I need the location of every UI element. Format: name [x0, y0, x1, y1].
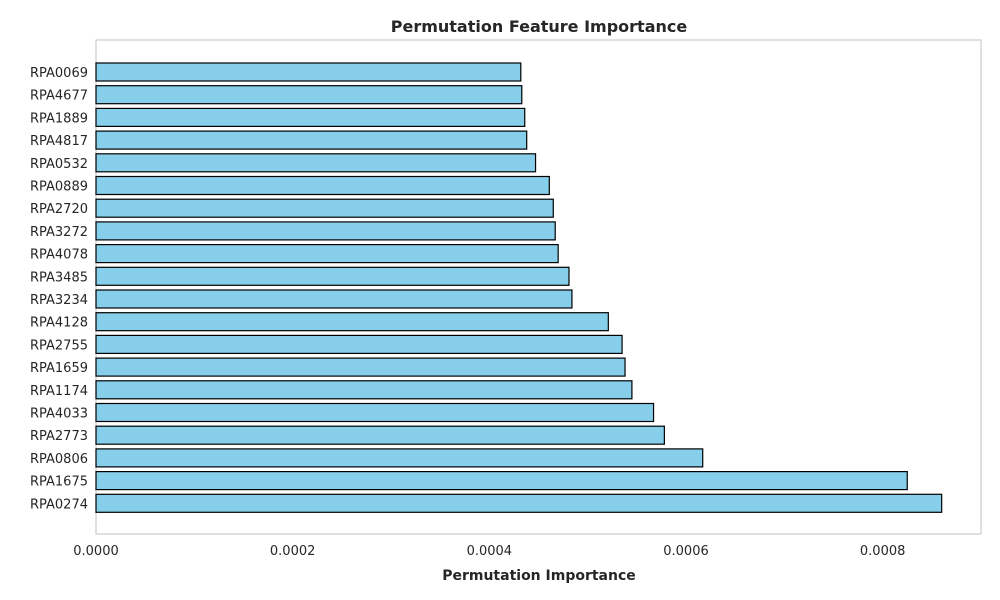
y-tick-label: RPA4033	[30, 407, 88, 422]
y-tick-label: RPA3234	[30, 293, 88, 308]
bar-rpa3485	[95, 266, 570, 286]
x-tick-label: 0.0006	[663, 544, 709, 559]
y-tick-labels: RPA0274 RPA1675 RPA0806 RPA2773 RPA4033 RPA11…	[30, 66, 88, 512]
y-tick-label: RPA0889	[30, 180, 88, 195]
bar-rpa0806	[95, 448, 704, 468]
bar-rpa4677	[95, 85, 523, 105]
y-tick-label: RPA1675	[30, 475, 88, 490]
x-tick-label: 0.0008	[860, 544, 906, 559]
y-tick-label: RPA1659	[30, 361, 88, 376]
bar-rpa4078	[95, 244, 559, 264]
bar-rpa1659	[95, 357, 626, 377]
bar-rpa1675	[95, 471, 908, 491]
bar-rpa4033	[95, 402, 655, 423]
bar-rpa1174	[95, 380, 633, 400]
x-tick-labels: 0.0000 0.0002 0.0004 0.0006 0.0008	[73, 544, 905, 559]
bar-rpa3272	[95, 221, 556, 241]
y-tick-label: RPA0806	[30, 452, 88, 467]
y-tick-label: RPA2755	[30, 338, 88, 353]
bar-rpa3234	[95, 289, 573, 309]
plot-frame	[95, 39, 982, 535]
bar-rpa0532	[95, 153, 537, 173]
bar-rpa0274	[95, 493, 943, 513]
y-tick-label: RPA2773	[30, 429, 88, 444]
bars-layer	[95, 62, 943, 513]
y-tick-label: RPA4677	[30, 89, 88, 104]
x-tick-label: 0.0002	[270, 544, 316, 559]
y-tick-label: RPA3485	[30, 270, 88, 285]
bar-rpa2755	[95, 334, 623, 354]
y-tick-label: RPA4128	[30, 316, 88, 331]
bar-rpa2773	[95, 425, 665, 445]
y-tick-label: RPA0274	[30, 497, 88, 512]
chart-title: Permutation Feature Importance	[391, 17, 688, 36]
bar-rpa1889	[95, 107, 526, 128]
y-tick-label: RPA2720	[30, 202, 88, 217]
bar-rpa4128	[95, 312, 609, 332]
y-tick-label: RPA0532	[30, 157, 88, 172]
y-tick-label: RPA4817	[30, 134, 88, 149]
bar-rpa0889	[95, 175, 550, 196]
bar-rpa2720	[95, 198, 554, 218]
y-tick-label: RPA1174	[30, 384, 88, 399]
y-tick-label: RPA0069	[30, 66, 88, 81]
y-tick-label: RPA3272	[30, 225, 88, 240]
y-tick-label: RPA1889	[30, 111, 88, 126]
x-tick-label: 0.0000	[73, 544, 119, 559]
x-tick-label: 0.0004	[467, 544, 513, 559]
y-tick-label: RPA4078	[30, 248, 88, 263]
x-axis-label: Permutation Importance	[442, 568, 636, 584]
bar-rpa4817	[95, 130, 528, 150]
bar-rpa0069	[95, 62, 522, 82]
